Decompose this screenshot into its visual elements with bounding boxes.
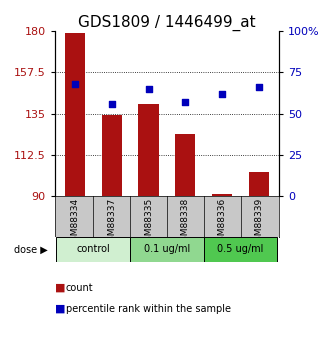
Text: GSM88339: GSM88339 xyxy=(255,198,264,247)
Text: ■: ■ xyxy=(55,283,65,293)
Bar xyxy=(138,105,159,196)
Bar xyxy=(249,172,269,196)
FancyBboxPatch shape xyxy=(56,237,130,262)
Text: GSM88338: GSM88338 xyxy=(181,198,190,247)
Bar xyxy=(65,33,85,196)
FancyBboxPatch shape xyxy=(130,237,204,262)
Text: ■: ■ xyxy=(55,304,65,314)
Text: GSM88336: GSM88336 xyxy=(218,198,227,247)
Text: GSM88334: GSM88334 xyxy=(70,198,79,247)
Text: GSM88335: GSM88335 xyxy=(144,198,153,247)
Text: 0.1 ug/ml: 0.1 ug/ml xyxy=(144,244,190,254)
FancyBboxPatch shape xyxy=(204,237,277,262)
Point xyxy=(220,91,225,97)
Point xyxy=(256,85,262,90)
Text: count: count xyxy=(66,283,93,293)
Point xyxy=(183,99,188,105)
Bar xyxy=(175,134,195,196)
Text: percentile rank within the sample: percentile rank within the sample xyxy=(66,304,231,314)
Text: dose ▶: dose ▶ xyxy=(14,244,48,254)
Point xyxy=(72,81,77,87)
Text: 0.5 ug/ml: 0.5 ug/ml xyxy=(217,244,264,254)
Point xyxy=(146,86,151,91)
Text: GSM88337: GSM88337 xyxy=(107,198,116,247)
Point xyxy=(109,101,114,107)
Bar xyxy=(212,194,232,196)
Text: control: control xyxy=(76,244,110,254)
Bar xyxy=(101,116,122,196)
Title: GDS1809 / 1446499_at: GDS1809 / 1446499_at xyxy=(78,15,256,31)
